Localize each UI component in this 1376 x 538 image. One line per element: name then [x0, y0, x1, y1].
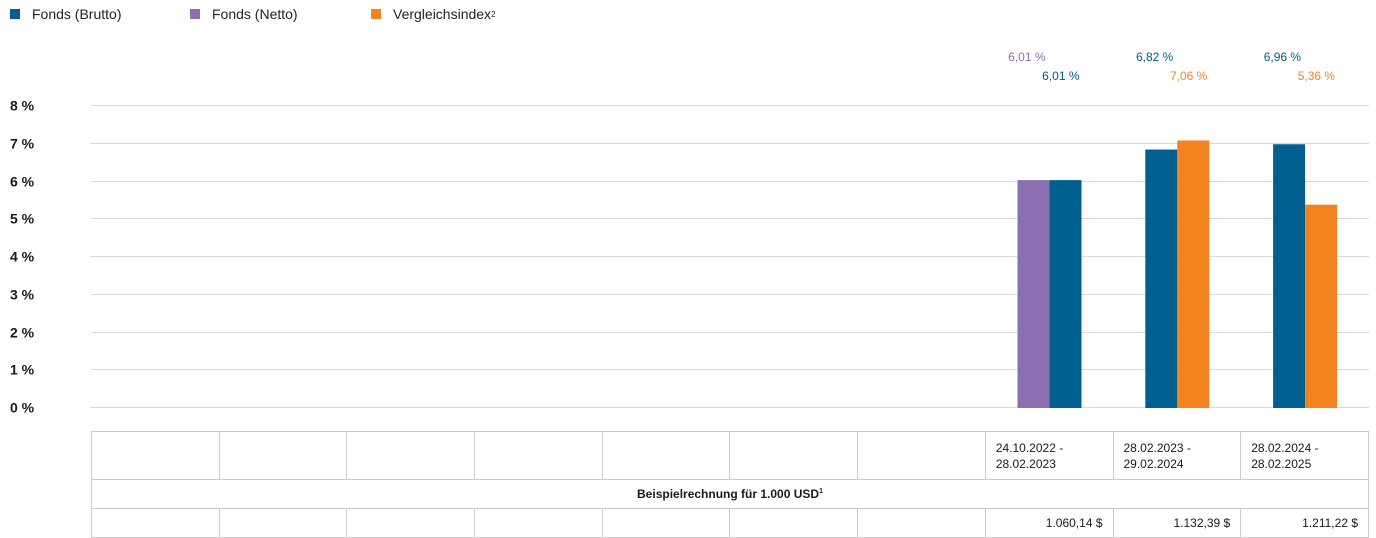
legend-label: Fonds (Netto) — [212, 6, 298, 22]
amount-cell — [346, 508, 476, 538]
y-tick-label: 0 % — [10, 400, 35, 416]
period-cell: 24.10.2022 - 28.02.2023 — [984, 431, 1114, 480]
caption-text: Beispielrechnung für 1.000 USD — [637, 487, 820, 501]
y-tick-label: 6 % — [10, 174, 35, 190]
amount-cell — [857, 508, 986, 538]
bar-chart: 0 % 1 % 2 % 3 % 4 % 5 % 6 % 7 % 8 % 6,01 % 6,01 % 6… — [10, 50, 1369, 416]
amount-cell — [729, 508, 859, 538]
bar-fonds-brutto — [1145, 149, 1178, 409]
amount-cell: 1.211,22 $ — [1240, 508, 1369, 538]
period-cell — [857, 431, 986, 480]
bar-fonds-brutto — [1273, 144, 1306, 408]
legend-item-fonds-netto[interactable]: Fonds (Netto) — [190, 6, 298, 22]
caption-row: Beispielrechnung für 1.000 USD1 — [91, 479, 1369, 509]
amount-cell — [218, 508, 348, 538]
period-cell — [346, 431, 476, 480]
legend-item-vergleichsindex[interactable]: Vergleichsindex 2 — [371, 6, 496, 22]
caption-footnote-mark: 1 — [819, 488, 823, 495]
value-label: 6,01 % — [1008, 50, 1046, 64]
bar-vergleichsindex — [1177, 140, 1210, 409]
period-cell — [601, 431, 731, 480]
y-tick-label: 4 % — [10, 249, 35, 265]
bar-fonds-netto — [1017, 180, 1050, 408]
legend-swatch-fonds-brutto — [10, 9, 20, 19]
y-tick-label: 3 % — [10, 287, 35, 303]
period-cell — [218, 431, 348, 480]
period-cell — [91, 431, 220, 480]
y-tick-label: 2 % — [10, 325, 35, 341]
period-cell — [729, 431, 859, 480]
period-cell — [474, 431, 603, 480]
value-label: 6,01 % — [1042, 69, 1080, 83]
legend-label: Fonds (Brutto) — [32, 6, 122, 22]
value-label: 6,82 % — [1136, 50, 1174, 64]
period-cell: 28.02.2023 - 29.02.2024 — [1112, 431, 1242, 480]
value-label: 5,36 % — [1298, 69, 1336, 83]
amount-cell: 1.060,14 $ — [984, 508, 1114, 538]
period-row: 24.10.2022 - 28.02.2023 28.02.2023 - 29.… — [91, 431, 1369, 480]
y-tick-label: 8 % — [10, 98, 35, 114]
bar-vergleichsindex — [1305, 204, 1338, 408]
table-caption: Beispielrechnung für 1.000 USD1 — [91, 479, 1369, 509]
legend-swatch-vergleichsindex — [371, 9, 381, 19]
value-label: 7,06 % — [1170, 69, 1208, 83]
legend-footnote-mark: 2 — [491, 9, 496, 19]
y-tick-label: 1 % — [10, 362, 35, 378]
value-label: 6,96 % — [1264, 50, 1302, 64]
amount-row: 1.060,14 $ 1.132,39 $ 1.211,22 $ — [91, 508, 1369, 538]
legend-swatch-fonds-netto — [190, 9, 200, 19]
y-tick-label: 7 % — [10, 136, 35, 152]
bar-fonds-brutto — [1049, 180, 1082, 408]
amount-cell: 1.132,39 $ — [1112, 508, 1242, 538]
amount-cell — [91, 508, 220, 538]
calculation-table: 24.10.2022 - 28.02.2023 28.02.2023 - 29.… — [91, 431, 1369, 538]
amount-cell — [601, 508, 731, 538]
legend-item-fonds-brutto[interactable]: Fonds (Brutto) — [10, 6, 121, 22]
amount-cell — [474, 508, 603, 538]
legend-label: Vergleichsindex — [393, 6, 492, 22]
y-tick-label: 5 % — [10, 211, 35, 227]
period-cell: 28.02.2024 - 28.02.2025 — [1240, 431, 1369, 480]
